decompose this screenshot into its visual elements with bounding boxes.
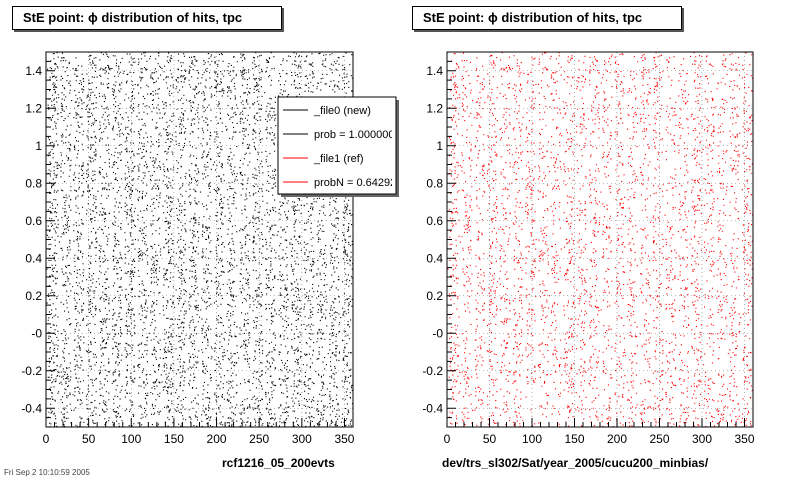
right-y-tick-label: 1.4 <box>426 64 443 78</box>
left-y-tick-label: 0.8 <box>25 176 42 190</box>
right-y-tick-label: 0.8 <box>426 176 443 190</box>
left-x-axis-label: rcf1216_05_200evts <box>222 456 335 470</box>
legend-entry-label: prob = 1.000000 <box>314 129 394 141</box>
left-y-tick-label: -0.2 <box>21 364 42 378</box>
timestamp: Fri Sep 2 10:10:59 2005 <box>4 468 90 477</box>
left-y-tick-label: 0.4 <box>25 251 42 265</box>
left-y-tick-label: -0.4 <box>21 401 42 415</box>
left-x-tick-label: 0 <box>43 432 50 446</box>
right-y-tick-label: -0 <box>432 326 443 340</box>
left-hits <box>46 52 353 427</box>
left-y-tick-label: 1.2 <box>25 101 42 115</box>
left-x-tick-label: 300 <box>292 432 312 446</box>
left-x-tick-label: 100 <box>121 432 141 446</box>
right-y-tick-label: 0.6 <box>426 214 443 228</box>
right-x-tick-label: 250 <box>649 432 669 446</box>
legend-entry-label: probN = 0.642920 <box>314 177 402 189</box>
right-plot: 0 50 100 150 200 250 300 350 -0.4 -0.2 -0 0.2 0.4 0.6… <box>422 51 755 446</box>
right-y-tick-label: 1 <box>436 139 443 153</box>
right-y-tick-label: 0.2 <box>426 289 443 303</box>
left-y-tick-label: 1.4 <box>25 64 42 78</box>
left-legend: _file0 (new) prob = 1.000000 _file1 (ref) p… <box>277 96 402 197</box>
left-y-tick-label: 0.2 <box>25 289 42 303</box>
left-y-tick-label: 0.6 <box>25 214 42 228</box>
legend-box <box>277 96 397 195</box>
left-y-tick-label: -0 <box>31 326 42 340</box>
left-x-tick-label: 250 <box>249 432 269 446</box>
right-x-tick-label: 300 <box>692 432 712 446</box>
left-x-tick-label: 350 <box>334 432 354 446</box>
left-y-tick-label: 1 <box>35 139 42 153</box>
legend-entry-label: _file1 (ref) <box>313 153 364 165</box>
left-x-tick-label: 50 <box>82 432 96 446</box>
left-plot: 0 50 100 150 200 250 300 350 -0.4 -0.2 -0 0.2 0.4 0.6… <box>21 51 402 446</box>
legend-entry-label: _file0 (new) <box>313 105 371 117</box>
right-hit-points <box>447 52 753 427</box>
right-y-tick-label: 1.2 <box>426 101 443 115</box>
left-chart-title: StE point: ϕ distribution of hits, tpc <box>12 6 282 30</box>
right-y-tick-label: -0.4 <box>422 401 443 415</box>
right-x-tick-label: 0 <box>444 432 451 446</box>
right-x-tick-label: 100 <box>522 432 542 446</box>
right-x-tick-label: 50 <box>483 432 497 446</box>
right-x-tick-label: 150 <box>564 432 584 446</box>
right-chart-title: StE point: ϕ distribution of hits, tpc <box>412 6 682 30</box>
right-y-tick-label: -0.2 <box>422 364 443 378</box>
left-x-tick-label: 200 <box>207 432 227 446</box>
right-x-tick-label: 200 <box>607 432 627 446</box>
right-y-tick-label: 0.4 <box>426 251 443 265</box>
right-x-axis-label: dev/trs_sl302/Sat/year_2005/cucu200_minb… <box>442 456 709 470</box>
left-x-tick-label: 150 <box>164 432 184 446</box>
left-hit-points <box>46 52 353 427</box>
right-hits <box>447 52 753 427</box>
right-x-tick-label: 350 <box>734 432 754 446</box>
